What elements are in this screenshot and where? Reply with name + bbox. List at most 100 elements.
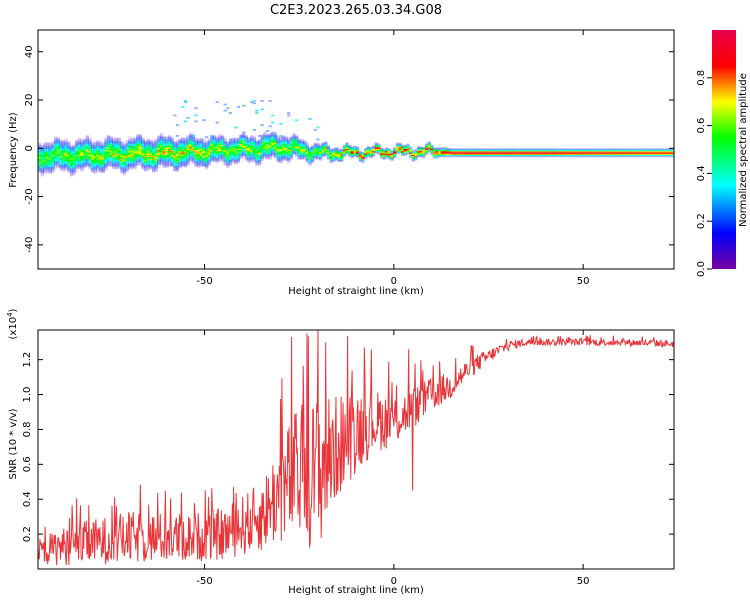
spectrogram-cell	[152, 153, 156, 155]
spectrogram-cell	[507, 154, 511, 157]
spectrogram-cell	[194, 142, 198, 145]
spectrogram-cell	[136, 135, 140, 137]
spectrogram-cell	[83, 161, 87, 164]
spectrogram-cell	[265, 151, 270, 154]
spectrogram-cell	[663, 149, 667, 152]
spectrogram-cell	[435, 150, 439, 153]
spectrogram-cell	[173, 143, 177, 146]
spectrogram-cell	[152, 171, 156, 173]
spectrogram-cell	[530, 153, 535, 155]
spectrogram-cell	[523, 150, 527, 153]
spectrogram-cell	[205, 149, 209, 152]
spectrogram-cell	[308, 162, 312, 165]
spectrogram-cell	[430, 147, 434, 149]
spectrogram-cell	[199, 141, 203, 143]
spectrogram-cell	[276, 141, 280, 143]
spectrogram-cell	[194, 157, 198, 160]
spectrogram-cell	[252, 147, 256, 149]
spectrogram-cell	[499, 150, 503, 153]
spectrogram-cell	[181, 147, 185, 149]
spectrogram-cell	[207, 148, 211, 151]
spectrogram-cell	[337, 159, 341, 161]
spectrogram-cell	[96, 139, 100, 142]
spectrogram-cell	[88, 139, 92, 142]
spectrogram-cell	[157, 160, 161, 163]
spectrogram-cell	[130, 160, 135, 163]
spectrogram-cell	[104, 167, 108, 170]
spectrogram-cell	[512, 153, 516, 155]
spectrogram-cell	[152, 159, 156, 161]
spectrogram-cell	[223, 150, 227, 153]
spectrogram-cell	[401, 149, 405, 152]
spectrogram-cell	[520, 154, 524, 157]
spectrogram-cell	[175, 150, 180, 153]
spectrogram-cell	[212, 150, 217, 153]
spectrogram-cell	[162, 148, 166, 151]
spectrogram-cell	[234, 150, 238, 153]
spectrogram-cell	[64, 144, 68, 147]
spectrogram-cell	[403, 149, 407, 152]
spectrogram-cell	[83, 154, 87, 157]
spectrogram-cell	[197, 139, 201, 142]
spectrogram-cell	[305, 145, 309, 148]
spectrogram-cell	[205, 157, 209, 160]
spectrogram-cell	[562, 154, 566, 157]
spectrogram-cell	[364, 156, 368, 159]
spectrogram-cell	[658, 151, 662, 154]
spectrogram-cell	[265, 144, 270, 147]
spectrogram-cell	[173, 166, 177, 169]
spectrogram-cell	[162, 151, 166, 154]
spectrogram-cell	[244, 159, 248, 161]
spectrogram-cell	[326, 149, 331, 152]
spectrogram-cell	[374, 145, 378, 148]
spectrogram-cell	[38, 142, 42, 145]
spectrogram-cell	[162, 142, 166, 145]
spectrogram-cell	[53, 164, 58, 166]
spectrogram-cell	[326, 153, 331, 155]
spectrogram-cell	[154, 160, 158, 163]
spectrogram-cell	[239, 155, 243, 158]
spectrogram-cell	[491, 151, 495, 154]
spectrogram-cell	[202, 155, 206, 158]
colorbar-gradient	[712, 30, 736, 269]
spectrogram-cell	[130, 139, 135, 142]
spectrogram-cell	[554, 153, 558, 155]
spectrogram-cell	[48, 154, 52, 157]
spectrogram-cell	[112, 144, 116, 147]
spectrogram-cell	[655, 153, 659, 155]
spectrogram-cell	[326, 157, 331, 160]
spectrogram-cell	[345, 143, 349, 146]
spectrogram-cell	[53, 166, 58, 169]
spectrogram-cell	[152, 144, 156, 147]
spectrogram-cell	[652, 155, 657, 158]
spectrogram-cell	[75, 151, 79, 154]
spectrogram-cell	[589, 150, 593, 153]
spectrogram-cell	[409, 149, 413, 152]
spectrogram-cell	[289, 150, 294, 153]
spectrogram-cell	[77, 153, 82, 155]
spectrogram-cell	[499, 148, 503, 151]
spectrogram-cell	[228, 161, 233, 164]
spectrogram-cell	[377, 144, 381, 147]
spectrogram-cell	[316, 151, 320, 154]
spectrogram-cell	[313, 149, 317, 152]
spectrogram-cell	[430, 149, 434, 152]
spectrogram-cell	[194, 151, 198, 154]
spectrogram-cell	[353, 147, 357, 149]
spectrogram-cell	[292, 148, 296, 151]
spectrogram-cell	[138, 138, 142, 141]
spectrogram-cell	[152, 139, 156, 142]
spectrogram-cell	[258, 139, 262, 142]
spectrogram-cell	[205, 164, 209, 166]
spectrogram-cell	[623, 150, 627, 153]
spectrogram-cell	[242, 135, 246, 137]
spectrogram-cell	[212, 159, 217, 161]
spectrogram-cell	[231, 145, 235, 148]
spectrogram-cell	[560, 155, 564, 158]
spectrogram-cell	[88, 161, 92, 164]
spectrogram-cell	[69, 157, 74, 160]
spectrogram-cell	[181, 145, 185, 148]
spectrogram-cell	[72, 170, 76, 172]
spectrogram-cell	[138, 142, 142, 145]
spectrogram-cell	[226, 141, 230, 143]
